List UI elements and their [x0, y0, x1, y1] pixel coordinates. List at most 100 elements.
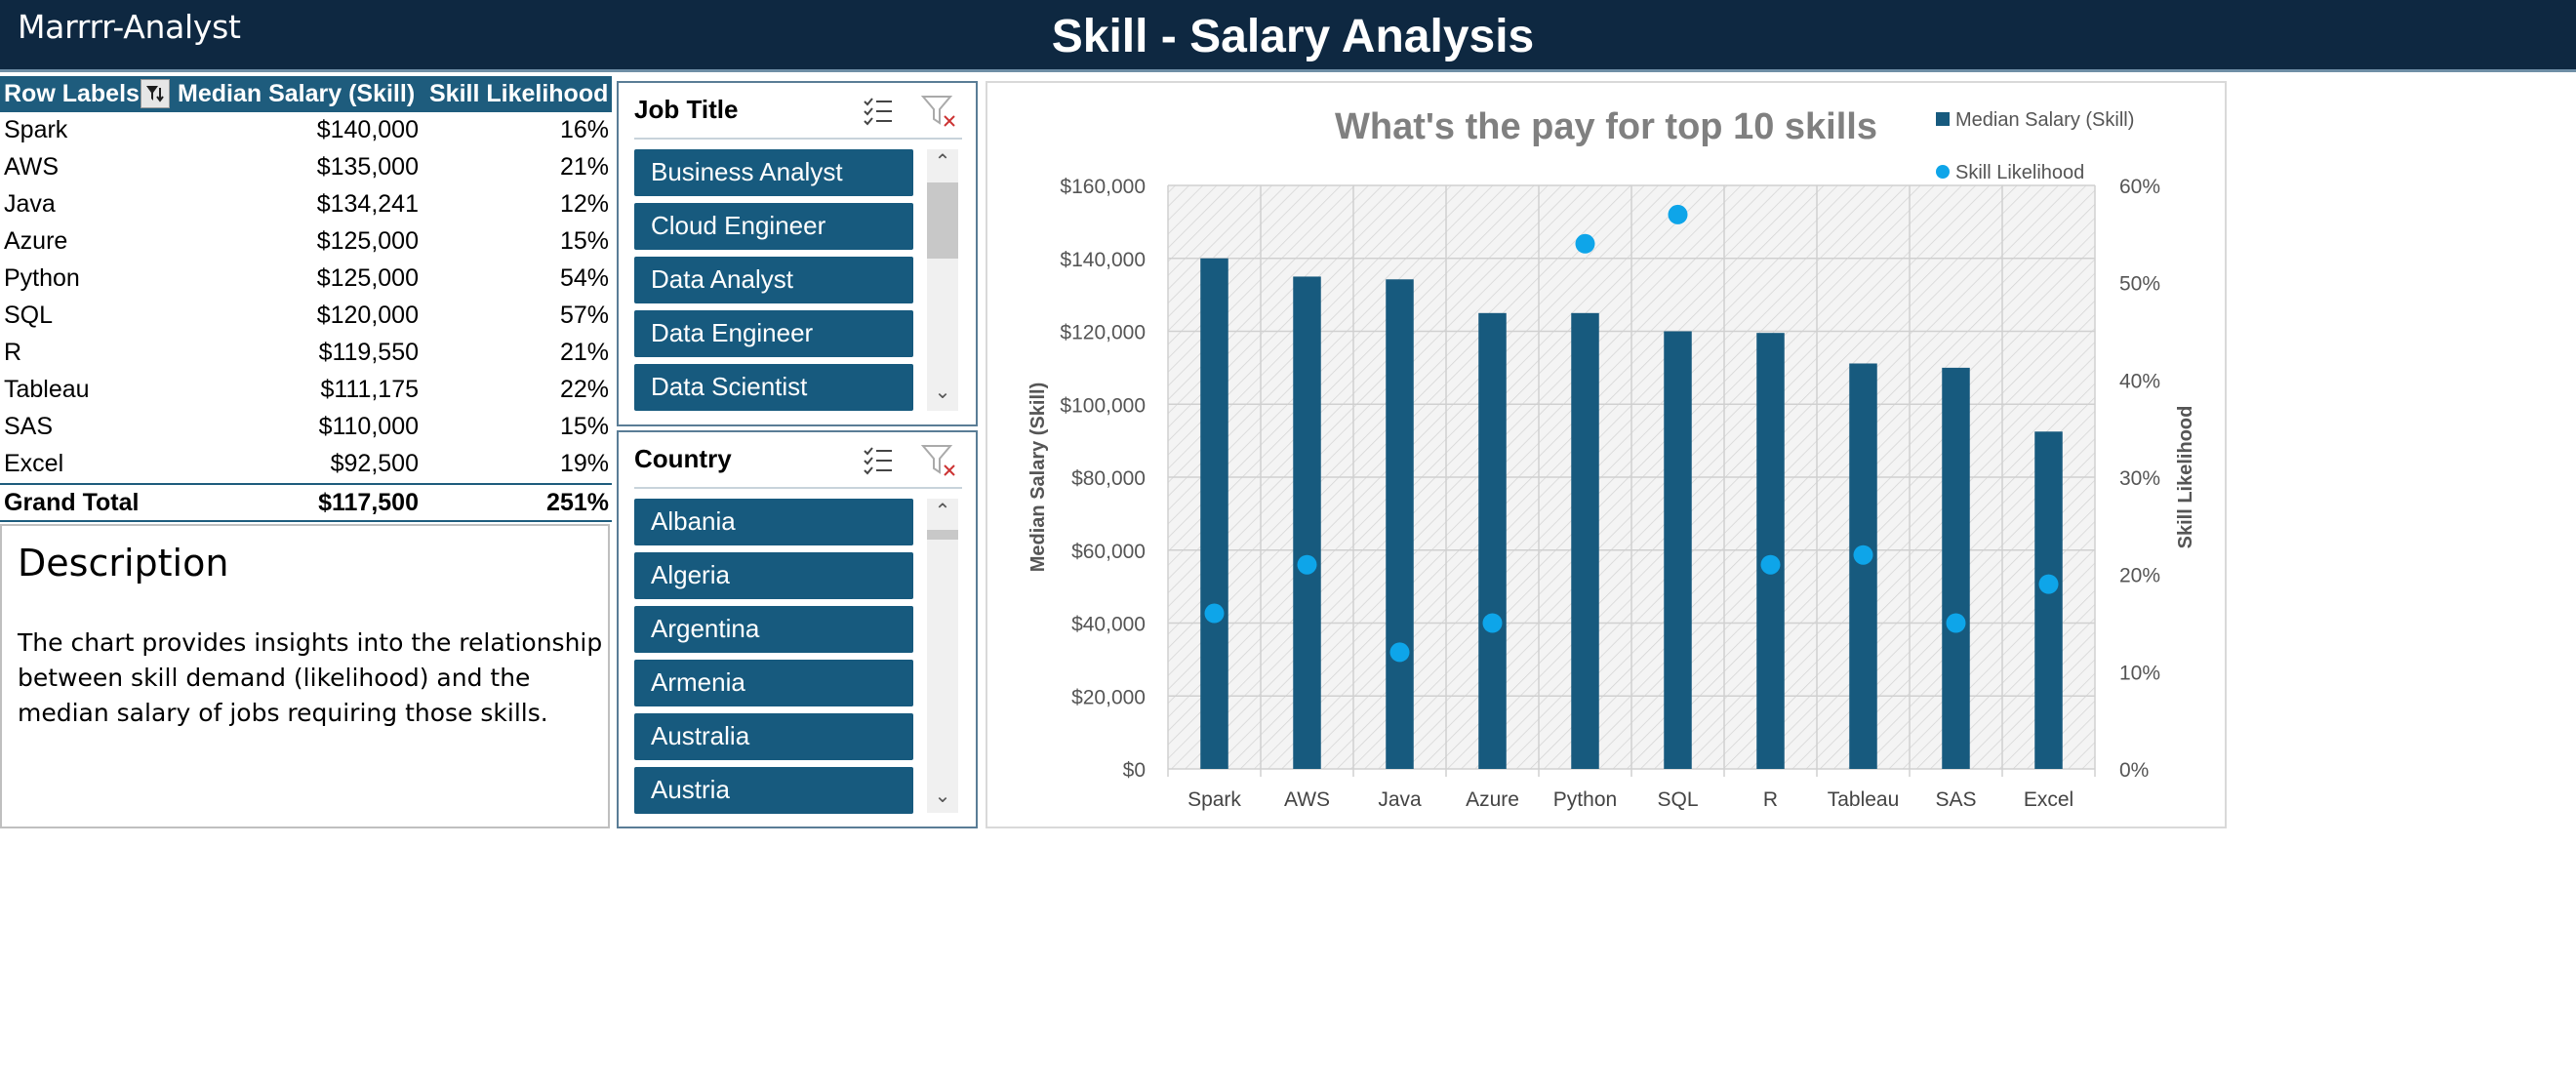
x-tick-label: R	[1763, 788, 1778, 811]
pivot-row: SQL $120,000 57%	[0, 298, 612, 335]
salary-bar	[1293, 276, 1321, 769]
scroll-down-icon[interactable]: ⌄	[934, 382, 951, 403]
job-title-scrollbar[interactable]: ⌃ ⌄	[927, 149, 958, 411]
x-tick-label: Azure	[1466, 788, 1519, 811]
country-slicer: Country Albania Algeria Argentina Armenia Au…	[617, 430, 978, 828]
slicer-title: Job Title	[634, 95, 739, 124]
salary-bar	[1200, 258, 1228, 769]
y-tick-label: $120,000	[1060, 322, 1146, 344]
likelihood-dot	[1668, 204, 1688, 224]
salary-bar	[1756, 333, 1785, 769]
skill-label: SAS	[4, 413, 54, 440]
skill-label: SQL	[4, 302, 54, 329]
x-tick-label: AWS	[1284, 788, 1330, 811]
job-title-slicer: Job Title Business Analyst Cloud Engineer…	[617, 81, 978, 426]
scroll-up-icon[interactable]: ⌃	[934, 151, 951, 173]
y2-tick-label: 60%	[2119, 176, 2160, 198]
y2-tick-label: 0%	[2119, 759, 2149, 782]
filter-dropdown-icon	[146, 86, 164, 102]
salary-bar	[2034, 431, 2063, 769]
salary-bar	[1386, 279, 1414, 769]
country-scrollbar[interactable]: ⌃ ⌄	[927, 499, 958, 813]
job-title-item[interactable]: Data Analyst	[634, 257, 913, 303]
y2-tick-label: 40%	[2119, 370, 2160, 392]
median-salary-value: $125,000	[316, 227, 419, 255]
country-item[interactable]: Austria	[634, 767, 913, 814]
salary-bar	[1664, 331, 1692, 769]
description-panel: Description The chart provides insights …	[0, 524, 610, 828]
skill-likelihood-value: 54%	[559, 264, 609, 292]
x-tick-label: Java	[1378, 788, 1422, 811]
pivot-row: Spark $140,000 16%	[0, 112, 612, 149]
skill-label: Java	[4, 190, 56, 218]
y-tick-label: $140,000	[1060, 249, 1146, 271]
skill-label: AWS	[4, 153, 60, 181]
brand-logo-text: Marrrr-Analyst	[18, 8, 241, 46]
scrollbar-thumb[interactable]	[927, 182, 958, 259]
likelihood-dot	[1482, 613, 1503, 633]
country-item[interactable]: Albania	[634, 499, 913, 545]
pivot-row: Java $134,241 12%	[0, 186, 612, 223]
country-item[interactable]: Armenia	[634, 660, 913, 706]
pivot-row: Tableau $111,175 22%	[0, 372, 612, 409]
skill-salary-chart: $0 $20,000 $40,000 $60,000 $80,000 $100,000 $1…	[986, 81, 2227, 828]
legend-swatch-salary	[1936, 112, 1950, 126]
y-tick-label: $100,000	[1060, 394, 1146, 417]
y2-tick-label: 50%	[2119, 273, 2160, 296]
x-tick-label: Tableau	[1828, 788, 1900, 811]
scrollbar-thumb[interactable]	[927, 530, 958, 540]
grand-total-likelihood: 251%	[546, 489, 609, 516]
y-tick-label: $80,000	[1071, 467, 1146, 490]
dashboard-title: Skill - Salary Analysis	[1051, 11, 1535, 62]
median-salary-value: $140,000	[316, 116, 419, 143]
slicer-title: Country	[634, 444, 732, 473]
skill-likelihood-value: 16%	[559, 116, 609, 143]
scroll-down-icon[interactable]: ⌄	[934, 786, 951, 807]
legend-label-salary: Median Salary (Skill)	[1955, 109, 2134, 131]
pivot-body: Spark $140,000 16% AWS $135,000 21% Java $134,2…	[0, 112, 612, 483]
country-item[interactable]: Australia	[634, 713, 913, 760]
multi-select-icon[interactable]	[859, 91, 898, 130]
median-salary-value: $134,241	[316, 190, 419, 218]
likelihood-dot	[1204, 603, 1225, 624]
skill-likelihood-value: 12%	[559, 190, 609, 218]
row-labels-filter-button[interactable]	[141, 79, 170, 108]
clear-filter-icon[interactable]	[919, 440, 958, 479]
grand-total-salary: $117,500	[318, 489, 419, 516]
description-title: Description	[18, 542, 229, 585]
skill-likelihood-value: 22%	[559, 376, 609, 403]
job-title-item[interactable]: Data Engineer	[634, 310, 913, 357]
salary-bar	[1849, 363, 1877, 769]
country-item[interactable]: Algeria	[634, 552, 913, 599]
pivot-row: Excel $92,500 19%	[0, 446, 612, 483]
legend-label-likelihood: Skill Likelihood	[1955, 162, 2084, 183]
median-salary-value: $119,550	[318, 339, 419, 366]
scroll-up-icon[interactable]: ⌃	[934, 501, 951, 522]
clear-filter-icon[interactable]	[919, 91, 958, 130]
y2-axis-title: Skill Likelihood	[2175, 406, 2196, 549]
job-title-item[interactable]: Data Scientist	[634, 364, 913, 411]
y-tick-label: $160,000	[1060, 176, 1146, 198]
multi-select-icon[interactable]	[859, 440, 898, 479]
skill-likelihood-header: Skill Likelihood	[429, 80, 609, 107]
skill-likelihood-value: 21%	[559, 339, 609, 366]
pivot-header-row: Row Labels Median Salary (Skill) Skill L…	[0, 76, 612, 112]
median-salary-value: $125,000	[316, 264, 419, 292]
x-tick-label: Spark	[1187, 788, 1241, 811]
job-title-item[interactable]: Cloud Engineer	[634, 203, 913, 250]
slicer-divider	[634, 487, 962, 489]
y-tick-label: $60,000	[1071, 541, 1146, 563]
chart-title: What's the pay for top 10 skills	[1335, 106, 1877, 147]
slicer-divider	[634, 138, 962, 140]
skill-label: Spark	[4, 116, 68, 143]
salary-bar	[1571, 312, 1599, 769]
salary-bar	[1478, 312, 1507, 769]
country-item[interactable]: Argentina	[634, 606, 913, 653]
pivot-table: Row Labels Median Salary (Skill) Skill L…	[0, 76, 612, 522]
skill-label: Python	[4, 264, 80, 292]
skill-label: Excel	[4, 450, 64, 477]
x-tick-label: Python	[1553, 788, 1617, 811]
pivot-row: SAS $110,000 15%	[0, 409, 612, 446]
job-title-item[interactable]: Business Analyst	[634, 149, 913, 196]
median-salary-value: $120,000	[316, 302, 419, 329]
